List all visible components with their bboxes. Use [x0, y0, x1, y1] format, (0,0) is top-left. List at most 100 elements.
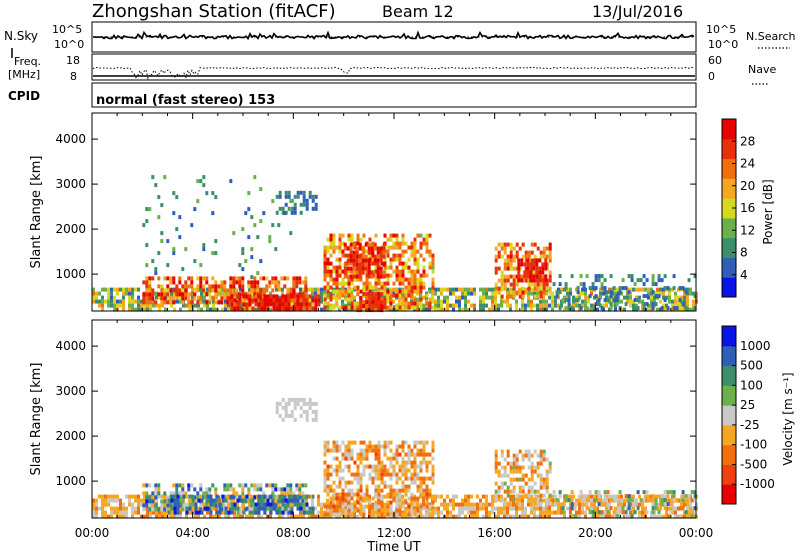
- heatmap-cell: [233, 298, 237, 303]
- heatmap-cell: [476, 494, 479, 499]
- heatmap-cell: [494, 295, 497, 300]
- heatmap-cell: [570, 490, 574, 495]
- heatmap-cell: [389, 464, 393, 469]
- heatmap-cell: [128, 291, 131, 296]
- heatmap-cell: [558, 306, 562, 311]
- heatmap-cell: [473, 510, 476, 515]
- heatmap-cell: [308, 510, 312, 515]
- heatmap-cell: [214, 292, 218, 297]
- xtick-label: 12:00: [377, 526, 412, 540]
- heatmap-cell: [173, 502, 177, 507]
- heatmap-cell: [624, 286, 628, 291]
- heatmap-cell: [226, 483, 230, 488]
- heatmap-cell: [491, 506, 494, 511]
- heatmap-cell: [247, 495, 251, 500]
- heatmap-cell: [536, 489, 540, 494]
- heatmap-cell: [98, 303, 101, 308]
- heatmap-cell: [404, 293, 408, 298]
- heatmap-cell: [494, 246, 498, 251]
- heatmap-cell: [95, 295, 98, 300]
- heatmap-cell: [530, 510, 533, 515]
- heatmap-cell: [437, 295, 440, 300]
- heatmap-cell: [217, 284, 221, 289]
- freq-label: Freq.: [14, 55, 41, 68]
- heatmap-cell: [575, 502, 578, 507]
- heatmap-cell: [211, 211, 215, 216]
- heatmap-cell: [170, 510, 173, 515]
- heatmap-cell: [107, 502, 110, 507]
- heatmap-cell: [137, 299, 140, 304]
- heatmap-cell: [107, 303, 110, 308]
- heatmap-cell: [199, 487, 203, 492]
- heatmap-cell: [151, 296, 155, 301]
- heatmap-cell: [251, 498, 255, 503]
- heatmap-cell: [226, 487, 230, 492]
- heatmap-cell: [500, 449, 504, 454]
- heatmap-cell: [233, 510, 236, 515]
- heatmap-cell: [377, 476, 381, 481]
- heatmap-cell: [545, 282, 549, 287]
- heatmap-cell: [383, 297, 387, 302]
- heatmap-cell: [262, 276, 266, 281]
- heatmap-cell: [251, 514, 254, 519]
- heatmap-cell: [311, 291, 314, 296]
- heatmap-cell: [467, 291, 470, 296]
- heatmap-cell: [434, 494, 437, 499]
- heatmap-cell: [311, 295, 314, 300]
- heatmap-cell: [530, 502, 533, 507]
- heatmap-cell: [335, 512, 339, 517]
- heatmap-cell: [503, 510, 506, 515]
- heatmap-cell: [131, 506, 134, 511]
- heatmap-cell: [211, 276, 215, 281]
- heatmap-cell: [389, 273, 393, 278]
- heatmap-cell: [266, 302, 270, 307]
- heatmap-cell: [271, 483, 275, 488]
- heatmap-cell: [160, 503, 164, 508]
- heatmap-cell: [395, 460, 399, 465]
- heatmap-cell: [527, 485, 531, 490]
- heatmap-cell: [681, 498, 685, 503]
- heatmap-cell: [311, 498, 314, 503]
- heatmap-cell: [341, 277, 345, 282]
- heatmap-cell: [488, 307, 491, 312]
- heatmap-cell: [644, 494, 647, 499]
- heatmap-cell: [359, 304, 363, 309]
- heatmap-cell: [576, 286, 580, 291]
- heatmap-cell: [638, 494, 641, 499]
- heatmap-cell: [530, 506, 533, 511]
- heatmap-cell: [338, 293, 342, 298]
- heatmap-cell: [497, 303, 500, 308]
- heatmap-cell: [530, 477, 534, 482]
- heatmap-cell: [431, 281, 435, 286]
- heatmap-cell: [431, 444, 435, 449]
- heatmap-cell: [329, 305, 333, 310]
- heatmap-cell: [500, 497, 504, 502]
- heatmap-cell: [374, 277, 378, 282]
- heatmap-cell: [533, 497, 537, 502]
- heatmap-cell: [671, 494, 674, 499]
- heatmap-cell: [404, 512, 408, 517]
- heatmap-cell: [287, 298, 291, 303]
- heatmap-cell: [563, 514, 566, 519]
- heatmap-cell: [335, 444, 339, 449]
- heatmap-cell: [299, 510, 302, 515]
- heatmap-cell: [561, 506, 565, 511]
- heatmap-cell: [229, 288, 233, 293]
- heatmap-cell: [503, 489, 507, 494]
- heatmap-cell: [344, 253, 348, 258]
- heatmap-cell: [277, 487, 281, 492]
- heatmap-cell: [503, 501, 507, 506]
- heatmap-cell: [95, 291, 98, 296]
- heatmap-cell: [293, 202, 297, 207]
- heatmap-cell: [317, 302, 321, 307]
- heatmap-cell: [347, 504, 351, 509]
- heatmap-cell: [250, 284, 254, 289]
- heatmap-cell: [101, 287, 104, 292]
- heatmap-cell: [197, 295, 200, 300]
- heatmap-cell: [239, 287, 242, 292]
- heatmap-cell: [365, 308, 369, 313]
- heatmap-cell: [425, 488, 429, 493]
- heatmap-cell: [181, 292, 185, 297]
- heatmap-cell: [506, 278, 510, 283]
- heatmap-cell: [373, 246, 377, 251]
